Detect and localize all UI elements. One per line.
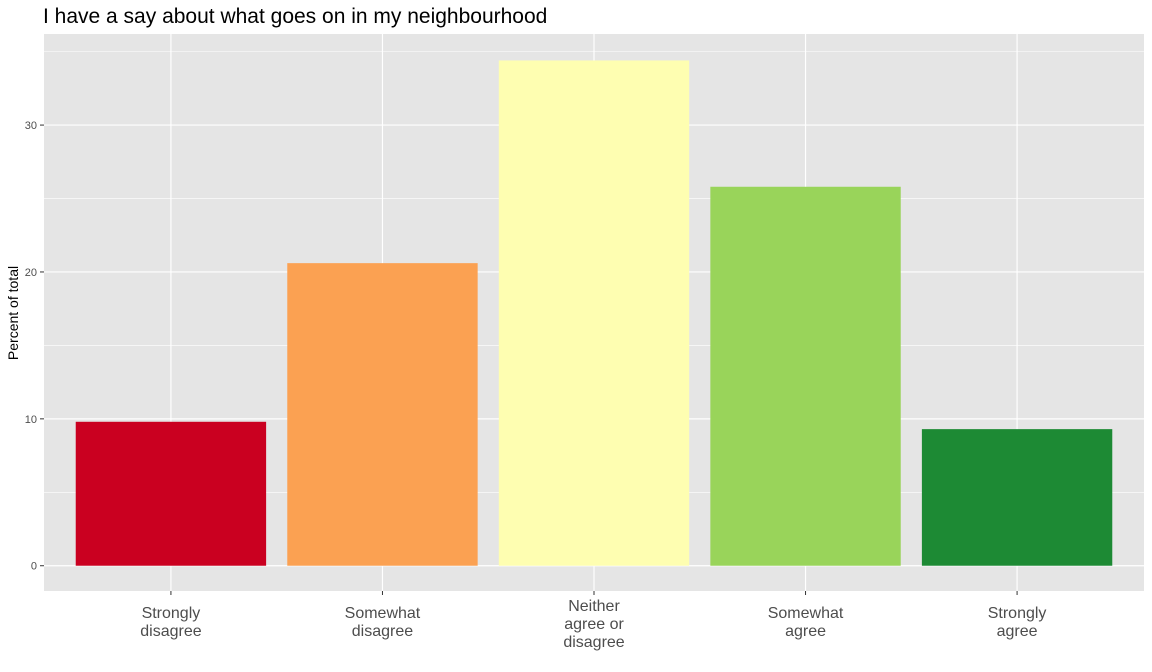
y-tick-label: 20: [25, 267, 37, 279]
bar: [921, 429, 1113, 566]
y-tick-label: 10: [25, 414, 37, 426]
x-tick-label: Somewhat agree: [768, 605, 844, 640]
x-tick-label-line: agree: [997, 623, 1038, 640]
x-tick-label-line: Strongly: [142, 605, 201, 622]
x-tick-label-line: Somewhat: [768, 605, 844, 622]
y-axis-label: Percent of total: [5, 266, 21, 360]
bar: [498, 60, 690, 566]
x-tick-label-line: Strongly: [988, 605, 1047, 622]
x-tick-label: Neither agree or disagree: [563, 598, 624, 651]
x-tick-label-line: disagree: [563, 634, 624, 651]
chart-title: I have a say about what goes on in my ne…: [43, 5, 547, 28]
x-tick-label-line: disagree: [140, 623, 201, 640]
bar: [287, 263, 478, 566]
x-tick-label: Strongly disagree: [140, 605, 201, 640]
x-tick-label: Somewhat disagree: [345, 605, 421, 640]
x-tick-label-line: Neither: [568, 598, 620, 615]
y-axis-ticks: 0 10 20 30: [25, 120, 44, 573]
x-tick-label-line: agree or: [564, 616, 624, 633]
y-tick-label: 0: [31, 561, 37, 573]
bars: [75, 60, 1113, 566]
x-tick-label: Strongly agree: [988, 605, 1047, 640]
x-tick-label-line: agree: [785, 623, 826, 640]
y-tick-label: 30: [25, 120, 37, 132]
x-tick-label-line: disagree: [352, 623, 413, 640]
bar: [75, 421, 267, 566]
x-tick-label-line: Somewhat: [345, 605, 421, 622]
bar: [710, 186, 901, 566]
